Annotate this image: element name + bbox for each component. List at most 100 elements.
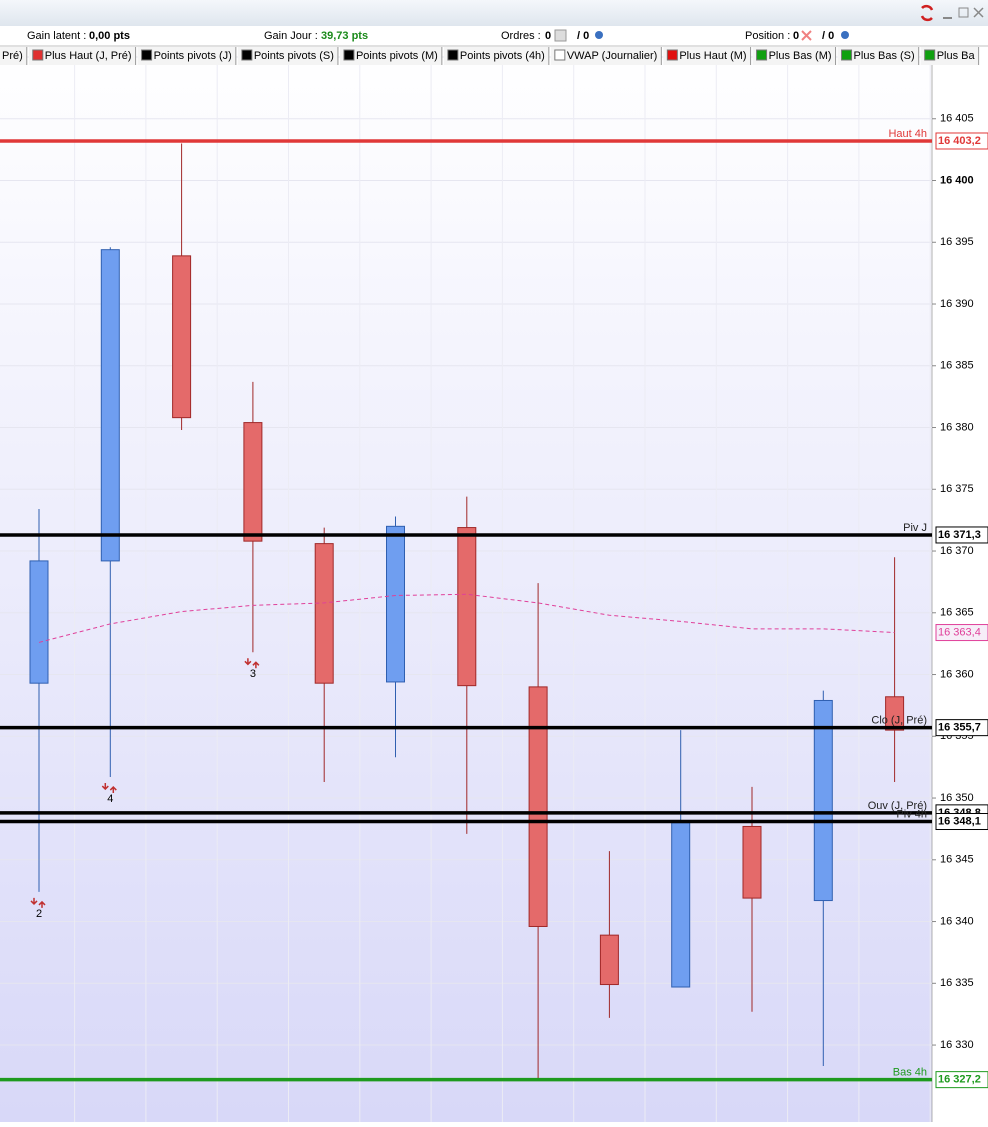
window-controls[interactable]	[920, 4, 984, 22]
value: / 0	[577, 30, 589, 42]
tab-bg	[443, 47, 549, 65]
level-name: Clo (J, Pré)	[871, 715, 927, 727]
tab-bg	[837, 47, 919, 65]
tab-swatch	[666, 49, 678, 61]
y-tick-label: 16 335	[940, 977, 974, 989]
value: / 0	[822, 30, 834, 42]
y-tick-label: 16 360	[940, 668, 974, 680]
title-bar	[0, 0, 988, 26]
settings-icon[interactable]	[841, 31, 849, 39]
y-tick-label: 16 385	[940, 360, 974, 372]
y-tick-label: 16 390	[940, 298, 974, 310]
level-box	[935, 132, 988, 150]
tab-bg	[137, 47, 236, 65]
candle-body	[457, 527, 477, 687]
trade-arrow	[244, 658, 260, 669]
tab-bg	[752, 47, 836, 65]
tab-bg	[550, 47, 662, 65]
candle-body	[885, 696, 905, 731]
trade-label: 2	[36, 908, 42, 920]
level-name: Ouv (J, Pré)	[868, 800, 927, 812]
tab-label[interactable]: Plus Haut (J, Pré)	[45, 50, 132, 62]
tab-swatch	[241, 49, 253, 61]
tab-label[interactable]: Points pivots (J)	[154, 50, 232, 62]
tab-swatch	[924, 49, 936, 61]
y-tick-label: 16 395	[940, 236, 974, 248]
maximize[interactable]	[958, 7, 969, 18]
level-value: 16 355,7	[938, 722, 981, 734]
tab-bg	[663, 47, 751, 65]
plot: 2 4 3 Haut 4h Piv J Clo (J, Pré) Ouv (J, Pré)P…	[0, 128, 932, 1082]
label: Gain Jour :	[264, 30, 318, 42]
tab-label[interactable]: Plus Bas (M)	[769, 50, 832, 62]
tab-swatch	[841, 49, 853, 61]
y-tick-label: 16 405	[940, 113, 974, 125]
candle-body	[100, 249, 120, 562]
axis-bg	[932, 47, 988, 1122]
value: 0	[545, 30, 551, 42]
candle-body	[671, 822, 691, 988]
tab-swatch	[141, 49, 153, 61]
y-tick-label: 16 330	[940, 1039, 974, 1051]
tab-swatch	[447, 49, 459, 61]
level-value: 16 327,2	[938, 1074, 981, 1086]
y-tick-label: 16 370	[940, 545, 974, 557]
tab-bg	[339, 47, 442, 65]
tab-bg	[0, 47, 27, 65]
trade-label: 4	[107, 793, 113, 805]
label: Position :	[745, 30, 790, 42]
candle-body	[599, 934, 619, 986]
level-name: Bas 4h	[893, 1067, 927, 1079]
y-tick-label: 16 350	[940, 792, 974, 804]
value: 0,00 pts	[89, 30, 130, 42]
level-value: 16 348,1	[938, 815, 981, 827]
candle-body	[243, 422, 263, 542]
orders-icon[interactable]	[554, 29, 567, 42]
tab-swatch	[554, 49, 566, 61]
level-name: Piv 4h	[896, 808, 927, 820]
tab-label[interactable]: Plus Ba	[937, 50, 976, 62]
toolbar	[0, 26, 988, 46]
y-tick-label: 16 365	[940, 607, 974, 619]
level-box	[935, 526, 988, 544]
value: 39,73 pts	[321, 30, 368, 42]
level-name: Haut 4h	[888, 128, 927, 140]
y-tick-label: 16 380	[940, 421, 974, 433]
tab-swatch	[756, 49, 768, 61]
tab-label[interactable]: Points pivots (4h)	[460, 50, 545, 62]
y-tick-label: 16 345	[940, 854, 974, 866]
tab-label[interactable]: Points pivots (S)	[254, 50, 334, 62]
vwap-box	[935, 624, 988, 642]
settings-icon[interactable]	[595, 31, 603, 39]
tab-label[interactable]: Plus Bas (S)	[854, 50, 915, 62]
y-tick-label: 16 340	[940, 915, 974, 927]
tab-label[interactable]: Points pivots (M)	[356, 50, 438, 62]
position-icon[interactable]	[801, 30, 812, 41]
level-value: 16 371,3	[938, 529, 981, 541]
tabs: Pré) Plus Haut (J, Pré) Points pivots (J) P…	[0, 47, 980, 65]
value: 0	[793, 30, 799, 42]
candle-body	[314, 543, 334, 684]
trade-label: 3	[250, 668, 256, 680]
label: Ordres :	[501, 30, 541, 42]
level-box	[935, 719, 988, 737]
candle-body	[386, 525, 405, 683]
y-tick-label: 16 375	[940, 483, 974, 495]
tab-label[interactable]: VWAP (Journalier)	[567, 50, 657, 62]
tab-bg	[237, 47, 338, 65]
refresh-icon[interactable]	[920, 4, 934, 22]
tab-label[interactable]: Pré)	[2, 50, 23, 62]
level-box	[935, 813, 988, 831]
level-value: 16 403,2	[938, 135, 981, 147]
close[interactable]	[973, 7, 984, 18]
tab-label[interactable]: Plus Haut (M)	[679, 50, 746, 62]
trade-arrow	[30, 897, 46, 908]
trade-arrow	[101, 783, 117, 794]
label: Gain latent :	[27, 30, 86, 42]
candle-body	[172, 255, 192, 419]
tab-swatch	[343, 49, 355, 61]
candle-body	[813, 699, 833, 902]
